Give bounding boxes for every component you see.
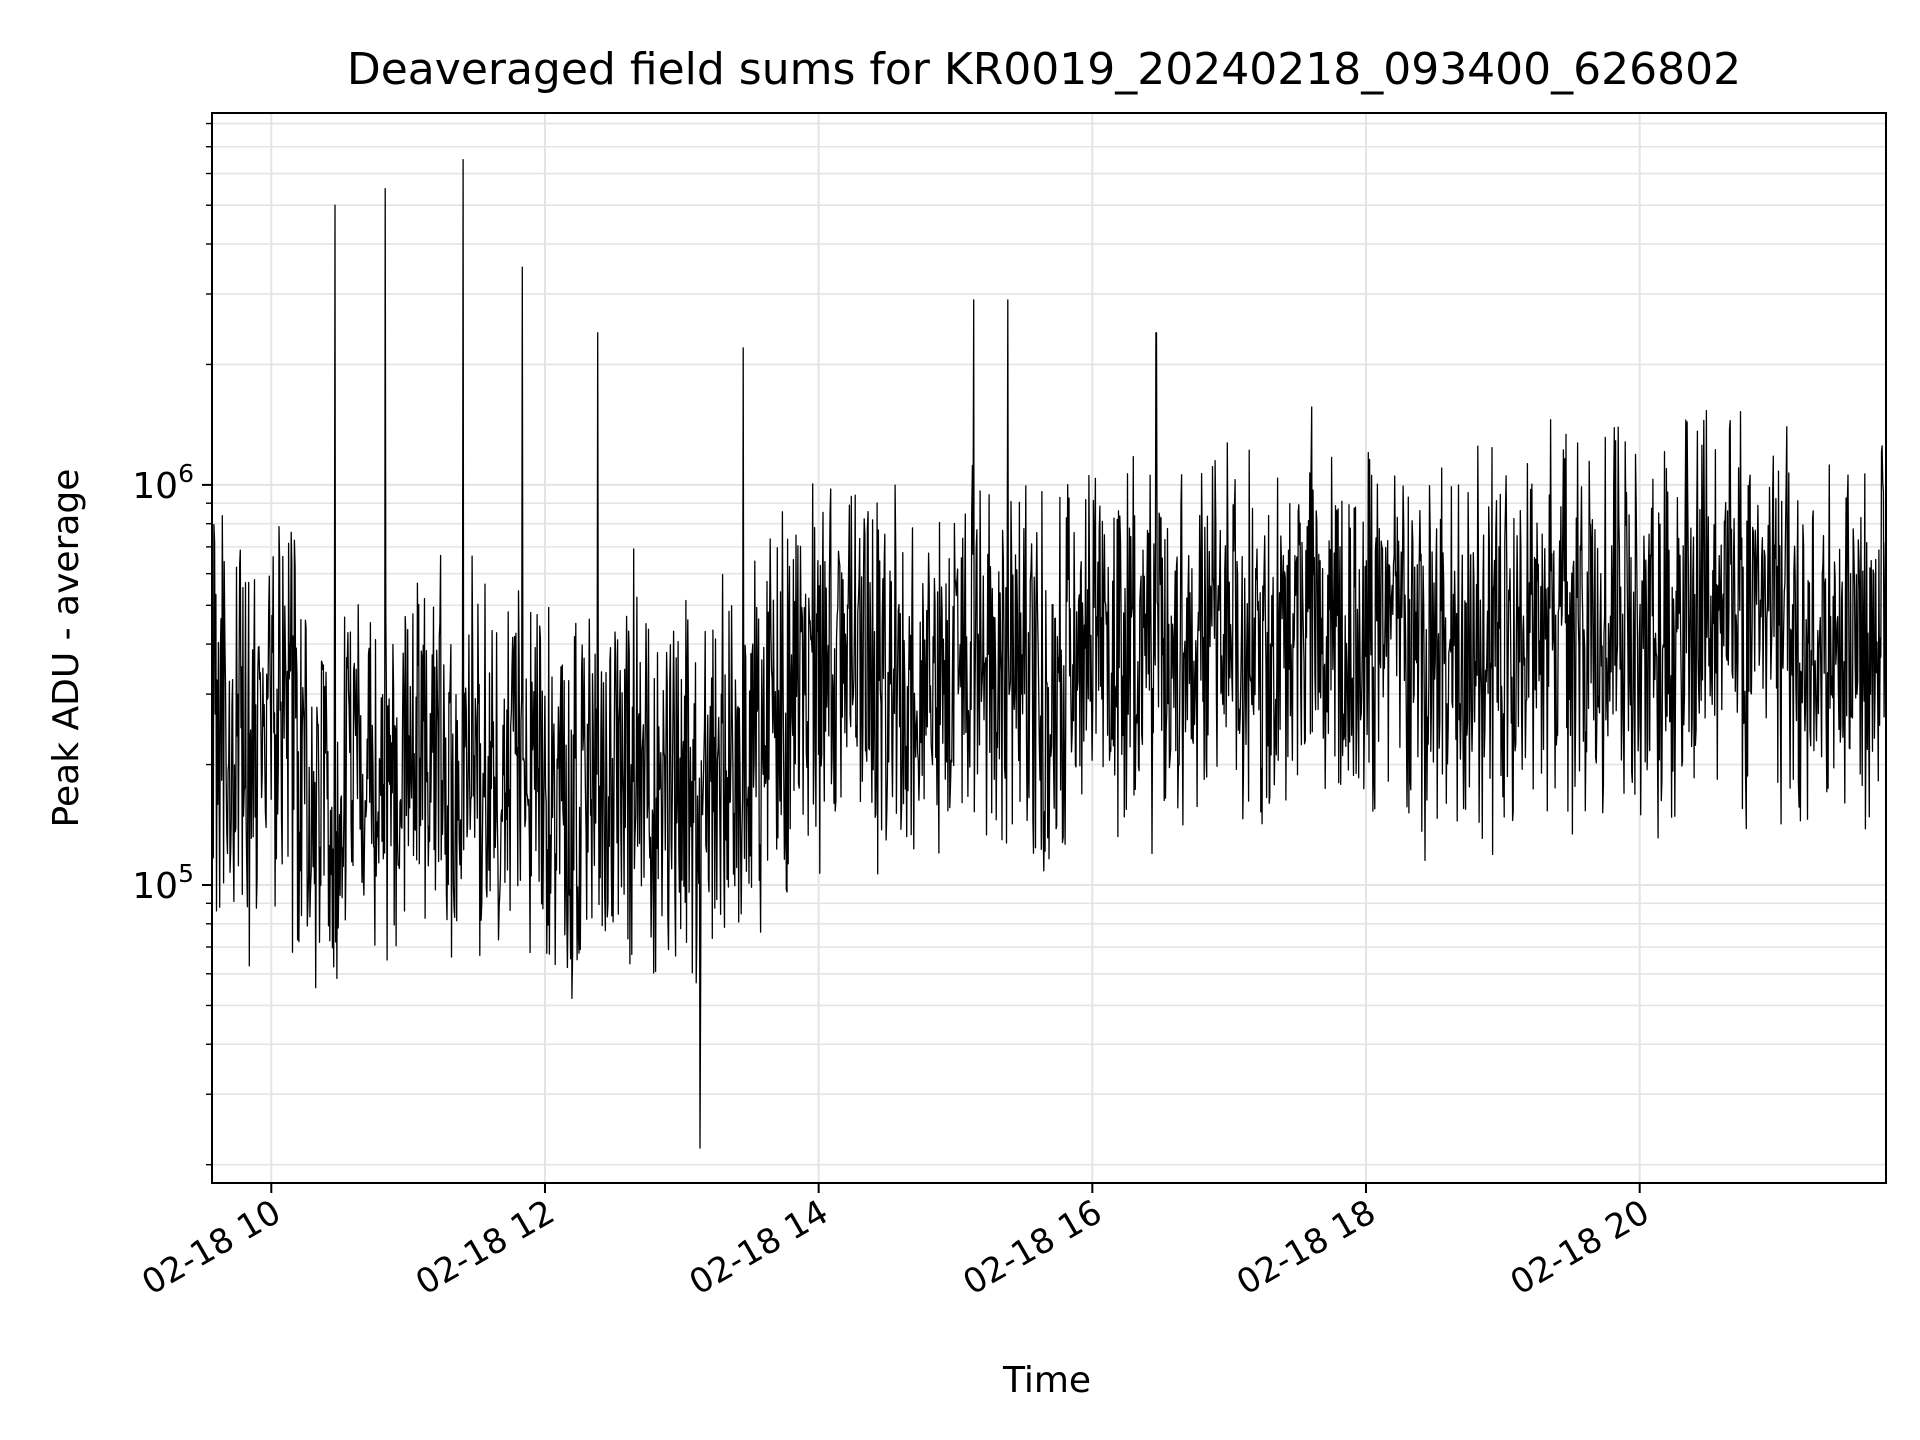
y-tick-label: 106 — [132, 459, 194, 507]
plot-frame — [211, 112, 1887, 1184]
y-tick-label: 105 — [132, 859, 194, 907]
y-tick-exponent: 6 — [178, 459, 194, 488]
y-axis-label: Peak ADU - average — [46, 469, 87, 828]
data-series-line — [211, 158, 1887, 1149]
data-line-group — [211, 158, 1887, 1149]
chart-title: Deaveraged field sums for KR0019_2024021… — [347, 44, 1741, 95]
y-tick-base: 10 — [132, 466, 178, 507]
y-tick-exponent: 5 — [178, 859, 194, 888]
y-tick-base: 10 — [132, 866, 178, 907]
x-axis-label: Time — [1002, 1360, 1091, 1401]
